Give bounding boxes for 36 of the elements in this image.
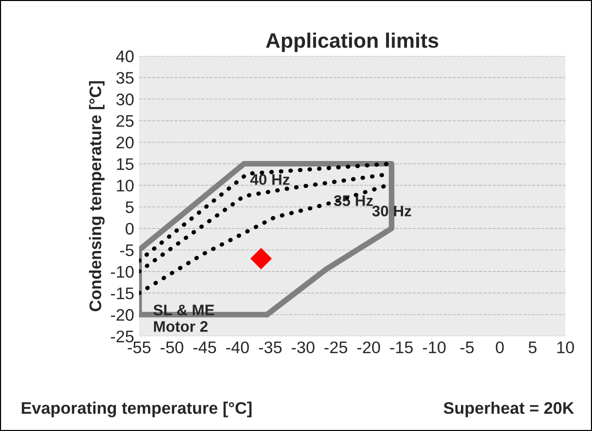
y-tick-label: 25	[116, 115, 134, 127]
y-tick-label: 30	[116, 94, 134, 106]
x-tick-label: -20	[357, 341, 380, 354]
y-tick-label: 15	[116, 158, 134, 170]
x-tick-label: -40	[226, 341, 249, 354]
x-tick-label: -55	[128, 342, 150, 354]
x-axis-title: Evaporating temperature [°C]	[22, 402, 252, 418]
y-axis-title: Condensing temperature [°C]	[89, 81, 105, 312]
y-tick-label: -5	[120, 244, 134, 256]
y-tick-label: -10	[110, 266, 134, 278]
x-tick-label: 5	[528, 342, 537, 354]
annotation: 30 Hz	[372, 206, 412, 216]
text: Superheat = 20K	[444, 402, 574, 418]
x-tick-label: -35	[258, 341, 282, 354]
x-tick-label: -10	[422, 341, 446, 354]
y-tick-label: 20	[116, 136, 134, 148]
y-tick-label: -25	[110, 330, 134, 342]
x-tick-label: -30	[292, 341, 314, 354]
y-tick-label: 5	[126, 201, 134, 214]
x-tick-label: -25	[324, 341, 348, 354]
y-tick-label: -15	[110, 288, 134, 300]
x-tick-label: 10	[557, 341, 574, 354]
annotation: 35 Hz	[334, 195, 373, 206]
y-tick-label: 0	[126, 222, 134, 235]
y-tick-label: 35	[116, 72, 134, 84]
y-tick-label: 10	[116, 180, 134, 192]
annotation: SL & ME Motor 2	[153, 304, 214, 332]
chart-title: Application limits	[266, 32, 438, 52]
x-tick-label: -50	[160, 341, 184, 354]
y-tick-label: -20	[110, 309, 134, 321]
x-tick-label: -5	[460, 342, 474, 354]
x-tick-label: -45	[193, 342, 216, 354]
x-tick-label: -15	[390, 342, 413, 354]
y-tick-label: 40	[116, 50, 134, 62]
x-tick-label: 0	[496, 341, 504, 354]
annotation: 40 Hz	[250, 174, 290, 185]
